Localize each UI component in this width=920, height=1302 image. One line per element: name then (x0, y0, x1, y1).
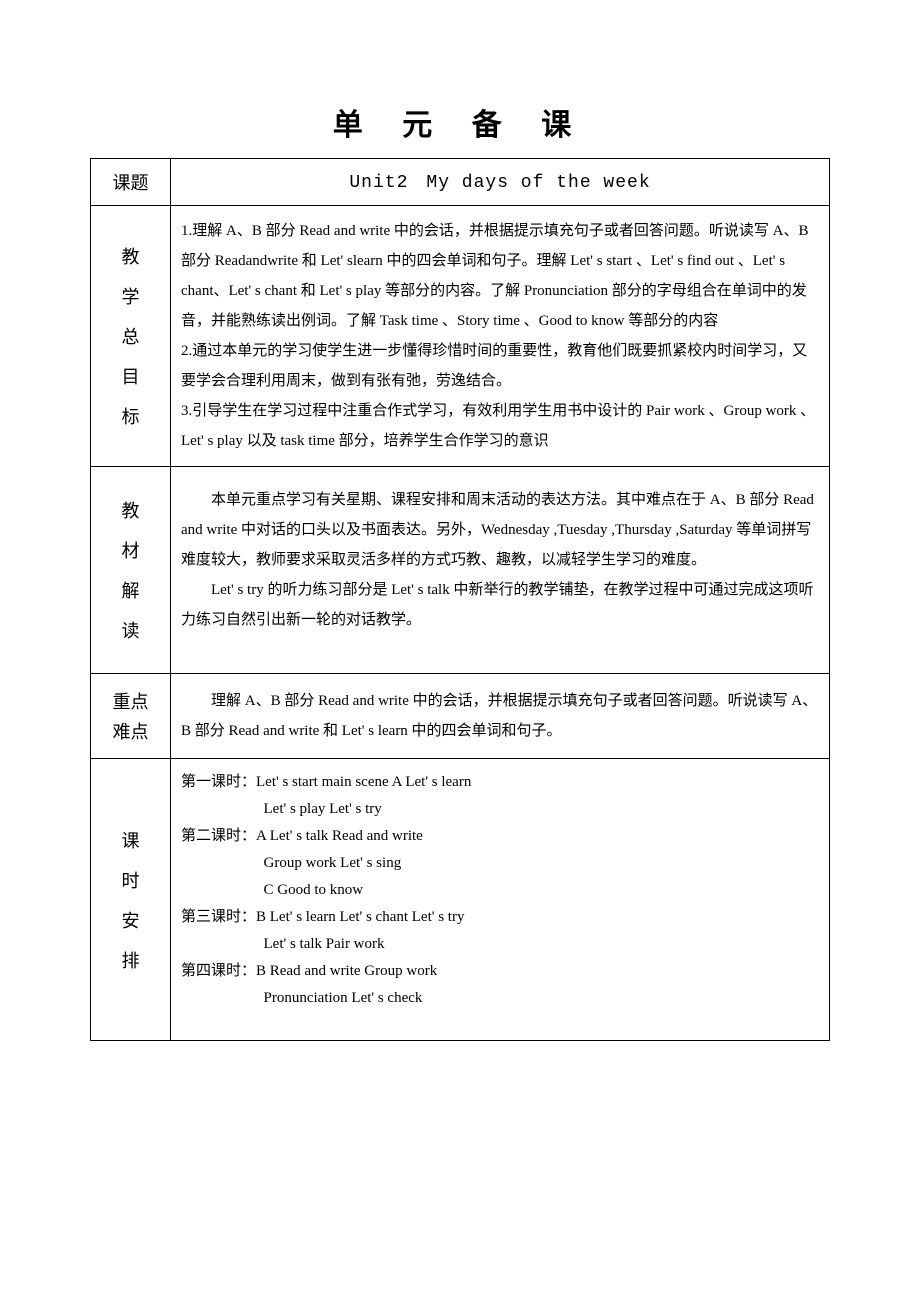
table-row-objectives: 教 学 总 目 标 1.理解 A、B 部分 Read and write 中的会… (91, 206, 830, 467)
unit-name: My days of the week (426, 173, 650, 193)
unit-prefix: Unit2 (349, 173, 408, 193)
schedule-item: 第三课时：B Let' s learn Let' s chant Let' s … (181, 904, 819, 931)
label-objectives: 教 学 总 目 标 (91, 206, 171, 467)
content-schedule: 第一课时：Let' s start main scene A Let' s le… (171, 759, 830, 1041)
content-keypoints: 理解 A、B 部分 Read and write 中的会话，并根据提示填充句子或… (171, 674, 830, 759)
content-analysis: 本单元重点学习有关星期、课程安排和周末活动的表达方法。其中难点在于 A、B 部分… (171, 467, 830, 674)
lesson-plan-table: 课题 Unit2 My days of the week 教 学 总 目 标 1… (90, 158, 830, 1041)
schedule-item-cont: Let' s play Let' s try (181, 796, 819, 823)
page-title: 单 元 备 课 (90, 100, 830, 144)
schedule-item-cont: Let' s talk Pair work (181, 931, 819, 958)
table-row-keypoints: 重点 难点 理解 A、B 部分 Read and write 中的会话，并根据提… (91, 674, 830, 759)
analysis-paragraph: 本单元重点学习有关星期、课程安排和周末活动的表达方法。其中难点在于 A、B 部分… (181, 485, 819, 575)
objective-item: 1.理解 A、B 部分 Read and write 中的会话，并根据提示填充句… (181, 216, 819, 336)
table-row-schedule: 课 时 安 排 第一课时：Let' s start main scene A L… (91, 759, 830, 1041)
table-row-analysis: 教 材 解 读 本单元重点学习有关星期、课程安排和周末活动的表达方法。其中难点在… (91, 467, 830, 674)
unit-title-cell: Unit2 My days of the week (171, 159, 830, 206)
content-objectives: 1.理解 A、B 部分 Read and write 中的会话，并根据提示填充句… (171, 206, 830, 467)
label-schedule: 课 时 安 排 (91, 759, 171, 1041)
label-analysis: 教 材 解 读 (91, 467, 171, 674)
schedule-item-cont: C Good to know (181, 877, 819, 904)
schedule-item: 第二课时：A Let' s talk Read and write (181, 823, 819, 850)
analysis-paragraph: Let' s try 的听力练习部分是 Let' s talk 中新举行的教学铺… (181, 575, 819, 635)
schedule-item: 第四课时：B Read and write Group work (181, 958, 819, 985)
schedule-item-cont: Pronunciation Let' s check (181, 985, 819, 1012)
label-keypoints: 重点 难点 (91, 674, 171, 759)
objective-item: 3.引导学生在学习过程中注重合作式学习，有效利用学生用书中设计的 Pair wo… (181, 396, 819, 456)
keypoints-text: 理解 A、B 部分 Read and write 中的会话，并根据提示填充句子或… (181, 686, 819, 746)
table-row-topic: 课题 Unit2 My days of the week (91, 159, 830, 206)
objective-item: 2.通过本单元的学习使学生进一步懂得珍惜时间的重要性，教育他们既要抓紧校内时间学… (181, 336, 819, 396)
schedule-item: 第一课时：Let' s start main scene A Let' s le… (181, 769, 819, 796)
label-topic: 课题 (91, 159, 171, 206)
schedule-item-cont: Group work Let' s sing (181, 850, 819, 877)
